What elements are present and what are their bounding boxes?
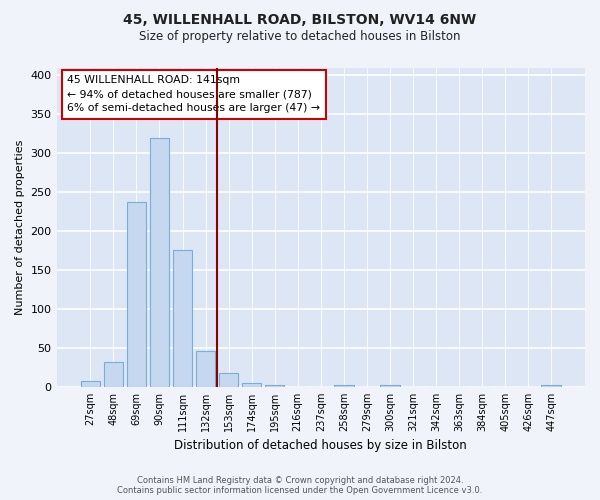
Text: 45 WILLENHALL ROAD: 141sqm
← 94% of detached houses are smaller (787)
6% of semi: 45 WILLENHALL ROAD: 141sqm ← 94% of deta…: [67, 76, 320, 114]
Bar: [149, 138, 169, 387]
Bar: [173, 250, 193, 387]
Y-axis label: Number of detached properties: Number of detached properties: [15, 140, 25, 315]
Bar: [104, 362, 123, 387]
Text: Contains public sector information licensed under the Open Government Licence v3: Contains public sector information licen…: [118, 486, 482, 495]
Text: Size of property relative to detached houses in Bilston: Size of property relative to detached ho…: [139, 30, 461, 43]
Text: Contains HM Land Registry data © Crown copyright and database right 2024.: Contains HM Land Registry data © Crown c…: [137, 476, 463, 485]
Bar: [541, 386, 561, 387]
Bar: [127, 202, 146, 387]
Bar: [242, 383, 262, 387]
Bar: [380, 386, 400, 387]
Bar: [219, 373, 238, 387]
Bar: [80, 380, 100, 387]
Bar: [334, 384, 353, 387]
Text: 45, WILLENHALL ROAD, BILSTON, WV14 6NW: 45, WILLENHALL ROAD, BILSTON, WV14 6NW: [124, 12, 476, 26]
Bar: [196, 351, 215, 387]
X-axis label: Distribution of detached houses by size in Bilston: Distribution of detached houses by size …: [175, 440, 467, 452]
Bar: [265, 386, 284, 387]
